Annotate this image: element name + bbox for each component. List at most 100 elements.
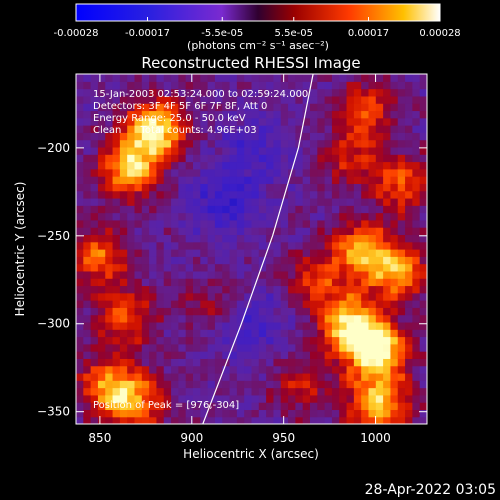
heatmap-cell: [214, 380, 223, 389]
heatmap-cell: [361, 380, 370, 389]
heatmap-cell: [105, 212, 114, 221]
heatmap-cell: [273, 321, 282, 330]
colorbar-tick-label: -0.00017: [125, 28, 170, 39]
heatmap-cell: [397, 110, 406, 119]
heatmap-cell: [171, 365, 179, 374]
heatmap-cell: [368, 372, 377, 381]
heatmap-cell: [90, 409, 99, 418]
heatmap-cell: [317, 81, 326, 90]
heatmap-cell: [119, 416, 128, 424]
heatmap-cell: [324, 176, 333, 184]
heatmap-cell: [141, 380, 150, 389]
heatmap-cell: [90, 336, 99, 345]
heatmap-cell: [324, 132, 333, 141]
heatmap-cell: [207, 74, 216, 82]
heatmap-cell: [83, 161, 92, 170]
heatmap-cell: [214, 234, 223, 243]
heatmap-cell: [375, 380, 384, 389]
heatmap-cell: [76, 387, 84, 396]
heatmap-cell: [280, 74, 289, 82]
heatmap-cell: [134, 278, 143, 287]
heatmap-cell: [295, 380, 304, 389]
heatmap-cell: [419, 387, 427, 396]
heatmap-cell: [310, 416, 318, 424]
heatmap-cell: [302, 256, 311, 265]
heatmap-cell: [236, 358, 245, 367]
heatmap-cell: [97, 307, 106, 316]
heatmap-cell: [258, 197, 267, 206]
heatmap-cell: [222, 103, 231, 112]
heatmap-cell: [405, 358, 413, 367]
heatmap-cell: [119, 292, 128, 301]
heatmap-cell: [368, 270, 377, 279]
heatmap-cell: [397, 336, 406, 345]
heatmap-cell: [90, 380, 99, 389]
heatmap-cell: [90, 351, 99, 359]
heatmap-cell: [375, 358, 384, 367]
heatmap-cell: [361, 234, 370, 243]
heatmap-cell: [83, 380, 92, 389]
heatmap-cell: [353, 336, 362, 345]
heatmap-cell: [258, 409, 267, 418]
heatmap-cell: [171, 394, 179, 403]
heatmap-cell: [412, 81, 421, 90]
heatmap-cell: [397, 292, 406, 301]
heatmap-cell: [149, 336, 158, 345]
heatmap-cell: [295, 110, 304, 119]
heatmap-cell: [397, 88, 406, 97]
heatmap-cell: [222, 249, 231, 257]
heatmap-cell: [207, 154, 216, 163]
heatmap-cell: [90, 146, 99, 155]
heatmap-cell: [149, 219, 158, 228]
heatmap-cell: [346, 343, 355, 352]
heatmap-cell: [185, 387, 194, 396]
heatmap-cell: [266, 103, 275, 112]
heatmap-cell: [361, 358, 370, 367]
heatmap-cell: [302, 336, 311, 345]
heatmap-cell: [353, 329, 362, 338]
heatmap-cell: [390, 241, 399, 250]
heatmap-cell: [331, 146, 340, 155]
heatmap-cell: [76, 292, 84, 301]
heatmap-cell: [419, 270, 427, 279]
heatmap-cell: [346, 219, 355, 228]
heatmap-cell: [405, 110, 413, 119]
heatmap-cell: [90, 219, 99, 228]
heatmap-cell: [324, 227, 333, 236]
heatmap-cell: [149, 358, 158, 367]
heatmap-cell: [156, 241, 165, 250]
heatmap-cell: [310, 402, 318, 411]
heatmap-cell: [383, 263, 392, 272]
heatmap-cell: [193, 168, 201, 177]
heatmap-cell: [156, 219, 165, 228]
heatmap-cell: [368, 416, 377, 424]
heatmap-cell: [76, 95, 84, 104]
heatmap-cell: [288, 205, 296, 214]
heatmap-cell: [361, 416, 370, 424]
heatmap-cell: [127, 256, 136, 265]
heatmap-cell: [97, 394, 106, 403]
heatmap-cell: [119, 197, 128, 206]
heatmap-cell: [207, 197, 216, 206]
heatmap-cell: [258, 387, 267, 396]
heatmap-cell: [368, 351, 377, 359]
heatmap-cell: [273, 81, 282, 90]
heatmap-cell: [119, 234, 128, 243]
heatmap-cell: [273, 256, 282, 265]
heatmap-cell: [76, 409, 84, 418]
heatmap-cell: [229, 154, 238, 163]
heatmap-cell: [273, 74, 282, 82]
heatmap-cell: [171, 197, 179, 206]
heatmap-cell: [375, 95, 384, 104]
heatmap-cell: [383, 351, 392, 359]
heatmap-cell: [266, 110, 275, 119]
heatmap-cell: [127, 103, 136, 112]
heatmap-cell: [302, 125, 311, 133]
x-axis-ticks: 850 900 950 1000: [88, 74, 391, 445]
heatmap-cell: [375, 409, 384, 418]
heatmap-cell: [90, 329, 99, 338]
heatmap-cell: [171, 176, 179, 184]
heatmap-cell: [214, 292, 223, 301]
heatmap-cell: [353, 190, 362, 199]
heatmap-cell: [214, 205, 223, 214]
